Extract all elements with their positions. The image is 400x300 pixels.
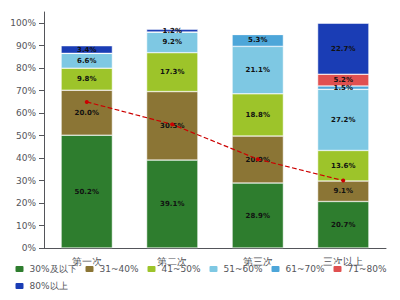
svg-text:30.5%: 30.5%	[160, 122, 184, 130]
svg-text:28.9%: 28.9%	[246, 212, 270, 220]
svg-text:5.3%: 5.3%	[248, 36, 267, 44]
svg-text:9.2%: 9.2%	[163, 38, 182, 46]
svg-text:20.7%: 20.7%	[331, 221, 355, 229]
svg-text:80%以上: 80%以上	[30, 281, 68, 291]
svg-text:17.3%: 17.3%	[160, 68, 184, 76]
svg-text:50.2%: 50.2%	[75, 188, 99, 196]
svg-text:三次以上: 三次以上	[323, 255, 364, 267]
svg-text:80%: 80%	[16, 63, 36, 73]
svg-text:70%: 70%	[16, 86, 36, 96]
svg-text:0%: 0%	[22, 243, 37, 253]
svg-text:41~50%: 41~50%	[162, 264, 201, 274]
svg-text:第一次: 第一次	[71, 255, 102, 267]
svg-text:71~80%: 71~80%	[347, 264, 386, 274]
svg-text:31~40%: 31~40%	[100, 264, 139, 274]
svg-text:9.1%: 9.1%	[334, 187, 353, 195]
svg-text:50%: 50%	[16, 131, 36, 141]
svg-text:13.6%: 13.6%	[331, 162, 355, 170]
svg-text:3.4%: 3.4%	[77, 46, 96, 54]
svg-text:1.2%: 1.2%	[163, 27, 182, 35]
svg-text:30%: 30%	[16, 176, 36, 186]
svg-text:39.1%: 39.1%	[160, 200, 184, 208]
svg-text:第二次: 第二次	[157, 255, 188, 267]
svg-text:21.1%: 21.1%	[246, 66, 270, 74]
svg-text:51~60%: 51~60%	[224, 264, 263, 274]
svg-text:27.2%: 27.2%	[331, 116, 355, 124]
svg-text:61~70%: 61~70%	[286, 264, 325, 274]
svg-text:60%: 60%	[16, 108, 36, 118]
svg-text:100%: 100%	[10, 18, 36, 28]
svg-text:6.6%: 6.6%	[77, 57, 96, 65]
svg-text:40%: 40%	[16, 153, 36, 163]
svg-text:18.8%: 18.8%	[246, 111, 270, 119]
svg-text:20.0%: 20.0%	[75, 109, 99, 117]
svg-text:5.2%: 5.2%	[334, 76, 353, 84]
svg-text:30%及以下: 30%及以下	[30, 264, 77, 274]
svg-text:10%: 10%	[16, 221, 36, 231]
svg-text:20%: 20%	[16, 198, 36, 208]
svg-text:20.9%: 20.9%	[246, 156, 270, 164]
svg-text:9.8%: 9.8%	[77, 75, 96, 83]
svg-text:1.5%: 1.5%	[334, 84, 353, 92]
svg-text:22.7%: 22.7%	[331, 45, 355, 53]
svg-text:第三次: 第三次	[242, 255, 273, 267]
svg-text:90%: 90%	[16, 41, 36, 51]
